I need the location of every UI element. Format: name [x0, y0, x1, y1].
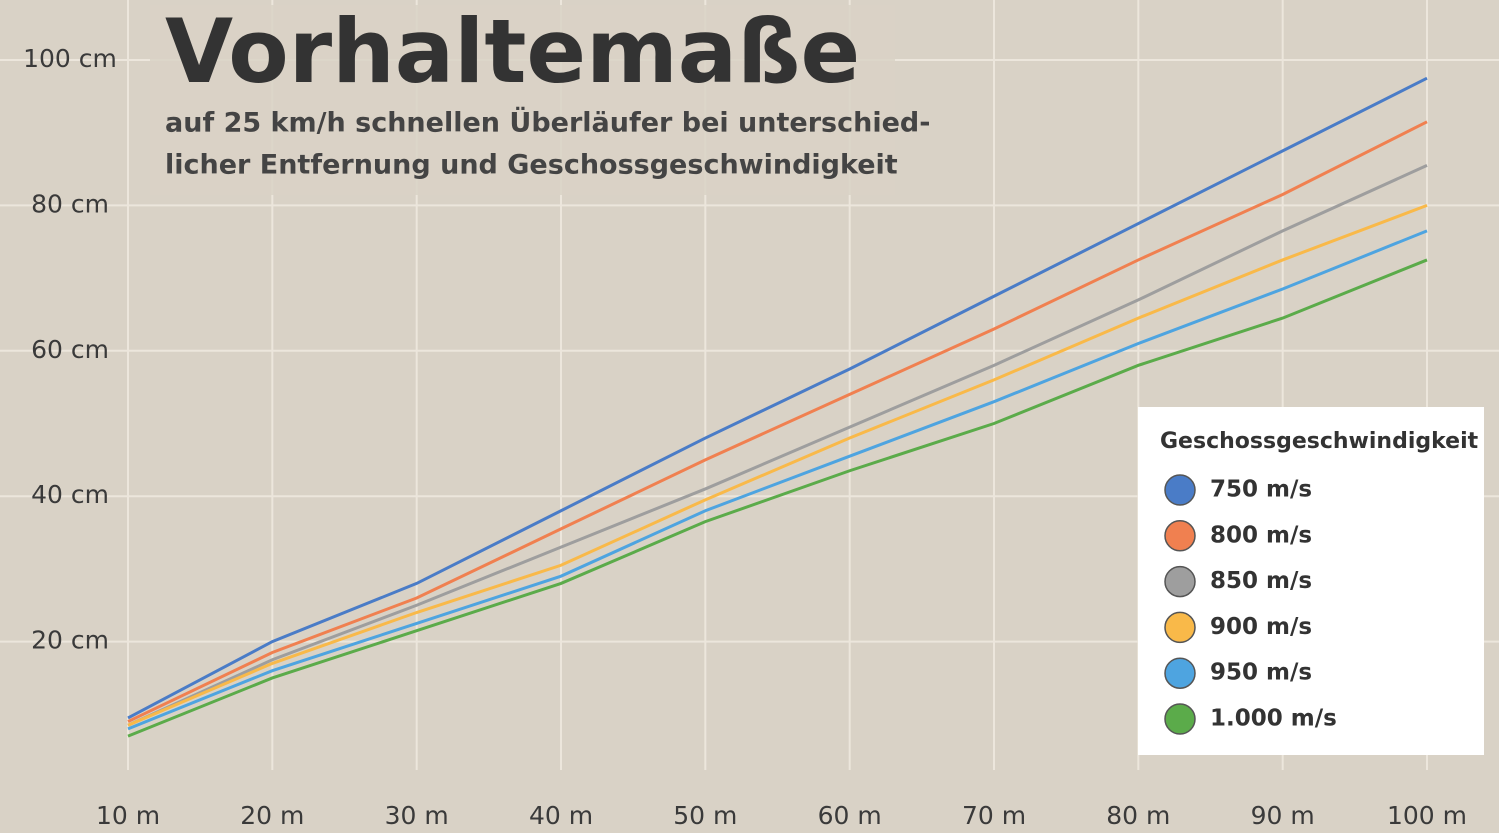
legend-swatch	[1165, 567, 1195, 597]
x-tick-label: 100 m	[1387, 801, 1467, 830]
x-tick-label: 50 m	[673, 801, 737, 830]
legend-label: 750 m/s	[1210, 477, 1312, 503]
x-tick-label: 20 m	[240, 801, 304, 830]
y-tick-label: 60 cm	[31, 335, 109, 364]
chart-subtitle: licher Entfernung und Geschossgeschwindi…	[165, 150, 898, 181]
x-tick-label: 30 m	[385, 801, 449, 830]
y-tick-label: 40 cm	[31, 480, 109, 509]
legend: Geschossgeschwindigkeit 750 m/s 800 m/s 850…	[1138, 407, 1484, 755]
legend-label: 950 m/s	[1210, 660, 1312, 686]
legend-swatch	[1165, 475, 1195, 505]
legend-label: 900 m/s	[1210, 614, 1312, 640]
legend-title: Geschossgeschwindigkeit	[1160, 429, 1479, 454]
legend-label: 800 m/s	[1210, 522, 1312, 548]
y-tick-label: 80 cm	[31, 189, 109, 218]
chart-subtitle: auf 25 km/h schnellen Überläufer bei unt…	[165, 106, 930, 139]
x-tick-label: 10 m	[96, 801, 160, 830]
legend-swatch	[1165, 658, 1195, 688]
chart: Vorhaltemaße auf 25 km/h schnellen Überl…	[0, 0, 1499, 833]
legend-swatch	[1165, 612, 1195, 642]
legend-label: 850 m/s	[1210, 568, 1312, 594]
legend-label: 1.000 m/s	[1210, 706, 1337, 732]
x-tick-label: 70 m	[962, 801, 1026, 830]
x-tick-label: 80 m	[1106, 801, 1170, 830]
x-tick-label: 90 m	[1251, 801, 1315, 830]
x-tick-label: 60 m	[818, 801, 882, 830]
x-tick-label: 40 m	[529, 801, 593, 830]
chart-title: Vorhaltemaße	[165, 0, 860, 103]
y-tick-label: 100 cm	[23, 44, 117, 73]
legend-swatch	[1165, 704, 1195, 734]
legend-swatch	[1165, 521, 1195, 551]
y-tick-label: 20 cm	[31, 626, 109, 655]
